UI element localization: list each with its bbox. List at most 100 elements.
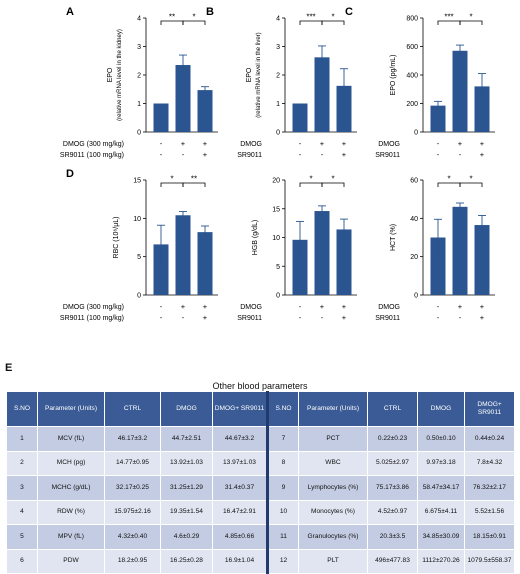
y-tick-label: 1 (137, 101, 141, 108)
panel-label: A (66, 6, 74, 18)
column-header: CTRL (104, 391, 161, 427)
table-title: Other blood parameters (212, 381, 308, 391)
table-cell: 4.85±0.66 (212, 524, 268, 550)
table-cell: 4 (6, 499, 38, 525)
table-cell: 6.675±4.11 (417, 499, 465, 525)
significance-bracket (182, 182, 206, 187)
y-tick-label: 2 (137, 73, 141, 80)
significance-mark: *** (306, 13, 315, 22)
table-cell: 31.25±1.29 (160, 475, 213, 501)
y-tick-label: 20 (272, 178, 280, 185)
y-tick-label: 60 (410, 178, 418, 185)
y-tick-label: 0 (414, 293, 418, 300)
y-tick-label: 4 (137, 16, 141, 23)
table-cell: 16.47±2.91 (212, 499, 268, 525)
bar (292, 239, 308, 295)
bar (197, 232, 213, 295)
treatment-mark: - (459, 313, 462, 322)
table-cell: PDW (37, 548, 105, 574)
table-cell: 12 (266, 548, 299, 574)
column-header: DMOG (160, 391, 213, 427)
table-cell: 32.17±0.25 (104, 475, 161, 501)
table-cell: 5.52±1.56 (464, 499, 515, 525)
table-cell: Lymphocytes (%) (298, 475, 368, 501)
treatment-mark: - (299, 302, 302, 311)
table-cell: 4.6±0.29 (160, 524, 213, 550)
bar (336, 85, 352, 132)
bar (197, 90, 213, 132)
bar (430, 105, 446, 132)
treatment-mark: - (437, 139, 440, 148)
y-tick-label: 5 (137, 254, 141, 261)
bar (292, 103, 308, 132)
treatment-mark: - (160, 139, 163, 148)
table-row: 5 MPV (fL) 4.32±0.40 4.6±0.29 4.85±0.66 11 Gra… (6, 524, 515, 550)
treatment-mark: + (181, 302, 186, 311)
table-cell: 31.4±0.37 (212, 475, 268, 501)
table-cell: 16.25±0.28 (160, 548, 213, 574)
bar (314, 57, 330, 132)
y-tick-label: 20 (410, 254, 418, 261)
significance-bracket (459, 182, 483, 187)
panel-label: C (345, 6, 353, 18)
table-cell: 7 (266, 426, 299, 452)
significance-bracket (299, 182, 323, 187)
table-cell: 16.9±1.04 (212, 548, 268, 574)
treatment-mark: - (437, 302, 440, 311)
table-cell: MCH (pg) (37, 450, 105, 476)
panel-label: D (66, 168, 74, 180)
y-axis-label-sub: (relative mRNA level in the kidney) (117, 29, 123, 121)
table-cell: 0.44±0.24 (464, 426, 515, 452)
y-tick-label: 200 (406, 101, 418, 108)
treatment-mark: + (480, 313, 485, 322)
treatment-label: SR9011 (237, 152, 262, 159)
bar (430, 237, 446, 295)
y-tick-label: 0 (137, 130, 141, 137)
y-tick-label: 5 (276, 264, 280, 271)
treatment-mark: - (299, 150, 302, 159)
y-tick-label: 15 (133, 178, 141, 185)
table-cell: 11 (266, 524, 299, 550)
table-row: 4 RDW (%) 15.975±2.16 19.35±1.54 16.47±2.91 1… (6, 499, 515, 525)
table-row: 6 PDW 18.2±0.95 16.25±0.28 16.9±1.04 12 PLT 496… (6, 548, 515, 574)
y-tick-label: 2 (276, 73, 280, 80)
treatment-mark: - (182, 313, 185, 322)
significance-mark: * (309, 175, 312, 184)
table-cell: 6 (6, 548, 38, 574)
table-cell: 13.92±1.03 (160, 450, 213, 476)
significance-bracket (459, 20, 483, 25)
table-cell: 9 (266, 475, 299, 501)
significance-bracket (299, 20, 323, 25)
y-tick-label: 600 (406, 44, 418, 51)
treatment-mark: - (437, 150, 440, 159)
treatment-label: SR9011 (375, 152, 400, 159)
y-tick-label: 40 (410, 216, 418, 223)
y-axis-label: EPO (246, 67, 253, 82)
table-cell: 19.35±1.54 (160, 499, 213, 525)
table-header-row: S.NO Parameter (Units) CTRL DMOG DMOG+ SR901… (6, 391, 515, 427)
table-cell: RDW (%) (37, 499, 105, 525)
treatment-label: DMOG (300 mg/kg) (63, 304, 124, 311)
treatment-mark: - (299, 313, 302, 322)
table-cell: 0.50±0.10 (417, 426, 465, 452)
y-tick-label: 0 (276, 130, 280, 137)
table-cell: PLT (298, 548, 368, 574)
significance-mark: * (469, 13, 472, 22)
table-cell: MPV (fL) (37, 524, 105, 550)
y-tick-label: 0 (414, 130, 418, 137)
treatment-mark: + (480, 302, 485, 311)
significance-mark: ** (191, 175, 197, 184)
y-tick-label: 10 (272, 235, 280, 242)
y-axis-label: EPO (107, 67, 114, 82)
table-cell: 15.975±2.16 (104, 499, 161, 525)
table-cell: 20.3±3.5 (367, 524, 418, 550)
table-cell: 9.97±3.18 (417, 450, 465, 476)
y-tick-label: 800 (406, 16, 418, 23)
table-row: 2 MCH (pg) 14.77±0.95 13.92±1.03 13.97±1.03 8… (6, 450, 515, 476)
treatment-label: DMOG (240, 304, 262, 311)
table-cell: 75.17±3.86 (367, 475, 418, 501)
bar (474, 225, 490, 295)
treatment-label: DMOG (378, 304, 400, 311)
table-cell: 13.97±1.03 (212, 450, 268, 476)
